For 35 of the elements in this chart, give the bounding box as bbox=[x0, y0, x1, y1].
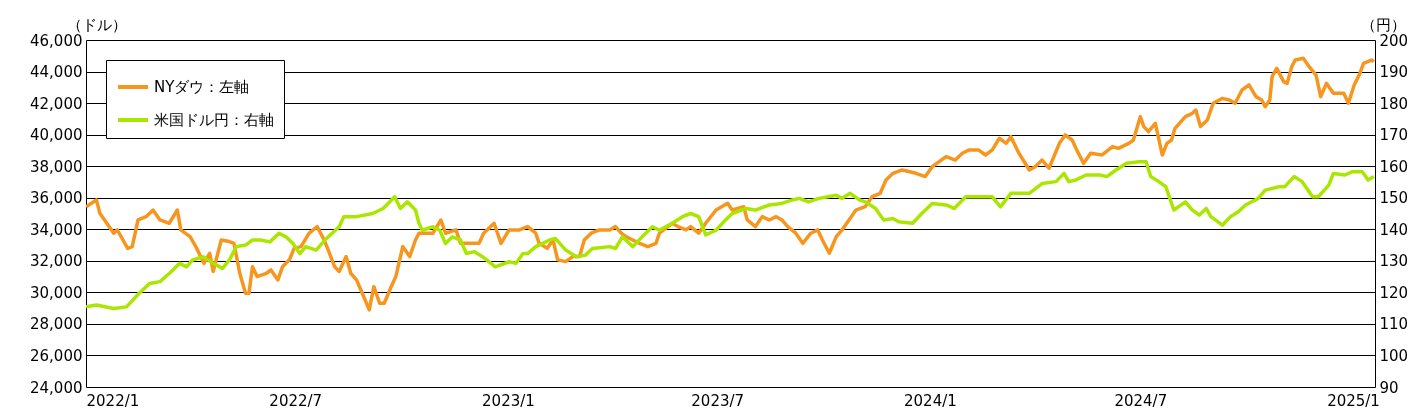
x-tick-label: 2022/7 bbox=[269, 391, 323, 410]
y-tick-label: 26,000 bbox=[30, 346, 83, 365]
line-series bbox=[86, 160, 1375, 311]
y-axis-title: （ドル） bbox=[66, 15, 127, 34]
y2-tick-label: 100 bbox=[1379, 346, 1409, 365]
y2-axis-title: （円） bbox=[1360, 15, 1406, 34]
y2-tick-label: 150 bbox=[1379, 189, 1409, 208]
y-tick-label: 32,000 bbox=[30, 252, 83, 271]
legend-label: NYダウ：左軸 bbox=[154, 78, 250, 96]
y2-tick-label: 120 bbox=[1379, 283, 1409, 302]
y-tick-label: 28,000 bbox=[30, 315, 83, 334]
x-tick-label: 2023/1 bbox=[482, 391, 535, 410]
y2-tick-label: 130 bbox=[1379, 252, 1409, 271]
y2-tick-label: 110 bbox=[1379, 315, 1409, 334]
y-tick-label: 40,000 bbox=[30, 126, 83, 145]
y-tick-label: 38,000 bbox=[30, 157, 83, 176]
y-tick-label: 24,000 bbox=[30, 378, 83, 397]
y-tick-label: 44,000 bbox=[30, 63, 83, 82]
line-series bbox=[86, 56, 1375, 312]
y-tick-label: 34,000 bbox=[30, 220, 83, 239]
legend-label: 米国ドル円：右軸 bbox=[154, 111, 274, 129]
y2-tick-label: 90 bbox=[1379, 378, 1399, 397]
y2-tick-label: 140 bbox=[1379, 220, 1409, 239]
y2-tick-label: 180 bbox=[1379, 94, 1409, 113]
y-tick-label: 30,000 bbox=[30, 283, 83, 302]
x-tick-label: 2023/7 bbox=[691, 391, 745, 410]
y-tick-label: 42,000 bbox=[30, 94, 83, 113]
x-tick-label: 2024/7 bbox=[1114, 391, 1168, 410]
x-tick-label: 2025/1 bbox=[1327, 391, 1380, 410]
y2-tick-label: 170 bbox=[1379, 126, 1409, 145]
x-tick-label: 2024/1 bbox=[904, 391, 957, 410]
x-tick-label: 2022/1 bbox=[86, 391, 140, 410]
y-tick-label: 36,000 bbox=[30, 189, 83, 208]
y2-tick-label: 190 bbox=[1379, 63, 1409, 82]
y2-tick-label: 160 bbox=[1379, 157, 1409, 176]
